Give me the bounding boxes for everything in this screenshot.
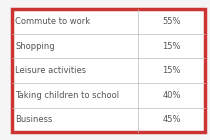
Text: Leisure activities: Leisure activities <box>15 66 87 75</box>
Text: Commute to work: Commute to work <box>15 17 91 26</box>
Text: Taking children to school: Taking children to school <box>15 91 119 100</box>
Text: 15%: 15% <box>162 42 181 51</box>
Text: 15%: 15% <box>162 66 181 75</box>
Text: Business: Business <box>15 116 53 124</box>
Text: 55%: 55% <box>162 17 181 26</box>
Text: 40%: 40% <box>162 91 181 100</box>
Text: Shopping: Shopping <box>15 42 55 51</box>
Text: 45%: 45% <box>162 116 181 124</box>
Bar <box>12 9 205 132</box>
